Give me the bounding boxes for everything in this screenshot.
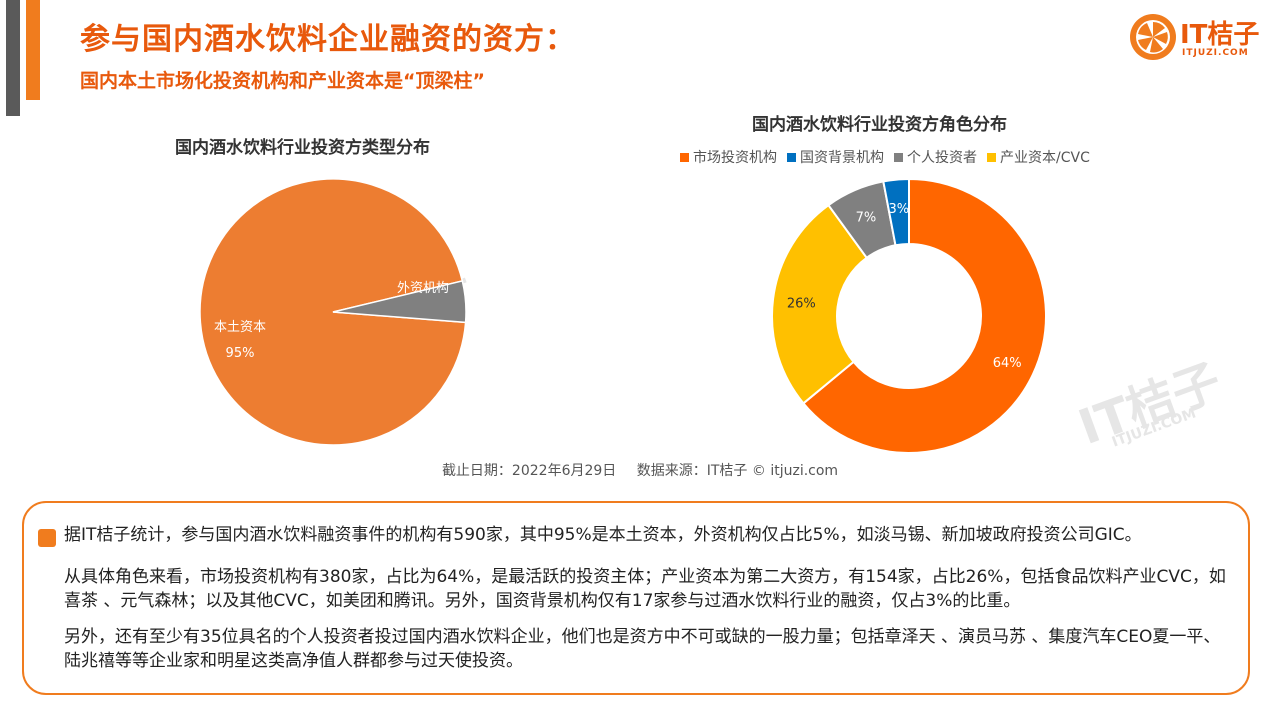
summary-paragraph-1: 据IT桔子统计，参与国内酒水饮料融资事件的机构有590家，其中95%是本土资本，… <box>64 525 1142 545</box>
source-date: 截止日期：2022年6月29日 <box>441 463 617 479</box>
pie-slice-foreign <box>332 280 467 324</box>
donut-slice-industry <box>771 203 869 405</box>
header-bar-orange <box>26 0 40 100</box>
donut-label-state: 3% <box>888 202 909 217</box>
legend-item-industry: 产业资本/CVC <box>987 147 1090 167</box>
donut-label-industry: 26% <box>787 296 816 311</box>
donut-legend: 市场投资机构 国资背景机构 个人投资者 产业资本/CVC <box>680 147 1090 167</box>
summary-paragraph-2: 从具体角色来看，市场投资机构有380家，占比为64%，是最活跃的投资主体；产业资… <box>64 567 1226 611</box>
source-line: 截止日期：2022年6月29日 数据来源：IT桔子 © itjuzi.com <box>0 460 1280 480</box>
legend-label-state: 国资背景机构 <box>800 150 884 166</box>
page-subtitle: 国内本土市场化投资机构和产业资本是“顶梁柱” <box>80 70 485 92</box>
pie-label-domestic-value: 95% <box>226 346 255 361</box>
pie-label-foreign-name: 外资机构 <box>397 281 449 296</box>
legend-swatch-market <box>680 152 689 162</box>
itjuzi-logo: IT桔子 ITJUZI.COM <box>1128 10 1268 66</box>
donut-chart-title: 国内酒水饮料行业投资方角色分布 <box>752 115 1007 135</box>
legend-label-industry: 产业资本/CVC <box>1000 150 1090 166</box>
logo-text: IT桔子 <box>1180 20 1260 50</box>
donut-slice-market <box>802 177 1047 454</box>
legend-swatch-personal <box>894 152 903 162</box>
legend-item-personal: 个人投资者 <box>894 147 977 167</box>
legend-item-market: 市场投资机构 <box>680 147 777 167</box>
orange-slice-icon <box>1130 14 1176 60</box>
page-title: 参与国内酒水饮料企业融资的资方： <box>80 22 576 57</box>
summary-paragraph-3: 另外，还有至少有35位具名的个人投资者投过国内酒水饮料企业，他们也是资方中不可或… <box>64 627 1221 671</box>
legend-label-personal: 个人投资者 <box>907 150 977 166</box>
source-origin: 数据来源：IT桔子 © itjuzi.com <box>636 463 839 479</box>
header-bar-gray <box>6 0 20 116</box>
legend-swatch-state <box>787 152 796 162</box>
pie-slice-domestic <box>199 178 467 446</box>
bullet-icon <box>38 529 56 547</box>
donut-slice-state <box>882 177 910 247</box>
legend-swatch-industry <box>987 152 996 162</box>
summary-box: 据IT桔子统计，参与国内酒水饮料融资事件的机构有590家，其中95%是本土资本，… <box>22 501 1250 695</box>
legend-label-market: 市场投资机构 <box>693 150 777 166</box>
donut-label-market: 64% <box>993 356 1022 371</box>
logo-subtext: ITJUZI.COM <box>1182 48 1249 58</box>
pie-chart-title: 国内酒水饮料行业投资方类型分布 <box>175 138 430 158</box>
legend-item-state: 国资背景机构 <box>787 147 884 167</box>
donut-label-personal: 7% <box>856 210 877 225</box>
pie-label-domestic-name: 本土资本 <box>214 320 266 335</box>
